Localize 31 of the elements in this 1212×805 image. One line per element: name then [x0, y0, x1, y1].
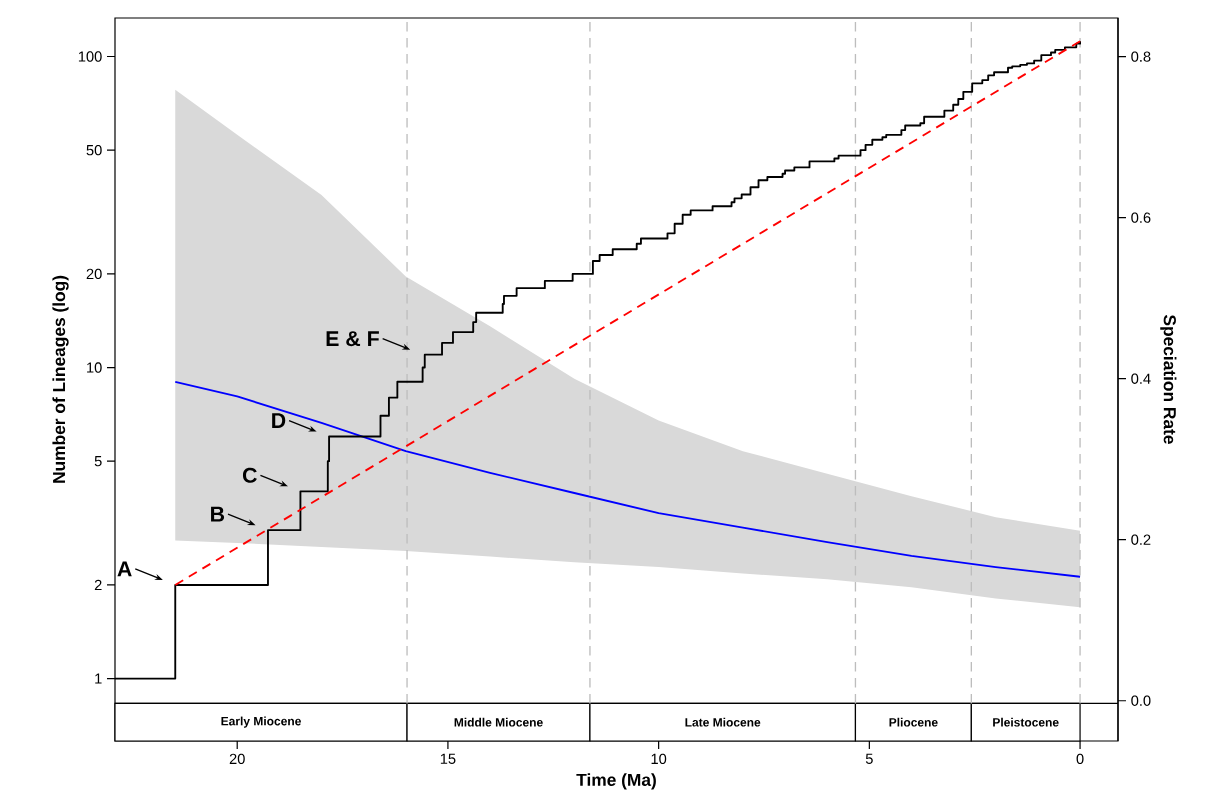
x-tick-label: 15 [440, 753, 456, 764]
y2-tick-label: 0.4 [1131, 373, 1151, 384]
annotation: D [272, 413, 286, 428]
y2-tick-label: 0.8 [1131, 51, 1151, 62]
y-tick-label: 2 [94, 579, 102, 591]
y2-tick-label: 0.2 [1131, 534, 1151, 545]
y2-axis-title: Speciation Rate [1160, 314, 1177, 444]
x-axis-title: Time (Ma) [576, 773, 656, 790]
x-tick-label: 10 [651, 753, 667, 765]
band-label: Pleistocene [993, 717, 1059, 727]
y-tick-label: 5 [94, 456, 102, 467]
y-tick-label: 1 [95, 673, 102, 684]
y2-tick-label: 0.6 [1131, 212, 1151, 223]
band-label: Late Miocene [685, 717, 761, 727]
y-tick-label: 100 [78, 51, 102, 62]
band-label: Early Miocene [221, 716, 301, 728]
annotation: A [117, 561, 132, 577]
line-series [174, 380, 1082, 578]
y2-tick-label: 0.0 [1131, 695, 1151, 706]
x-tick-label: 5 [865, 753, 873, 764]
y-axis-title: Number of Lineages (log) [52, 275, 69, 483]
band-label: Pliocene [889, 717, 938, 727]
y-tick-label: 50 [86, 144, 102, 156]
band-label: Middle Miocene [454, 717, 543, 727]
x-tick-label: 20 [229, 753, 245, 765]
x-tick-label: 0 [1076, 753, 1084, 765]
y-tick-label: 20 [86, 268, 102, 280]
annotation: E & F [326, 331, 379, 347]
y-tick-label: 10 [87, 362, 102, 373]
annotation: C [242, 467, 257, 483]
annotation: B [211, 506, 225, 522]
